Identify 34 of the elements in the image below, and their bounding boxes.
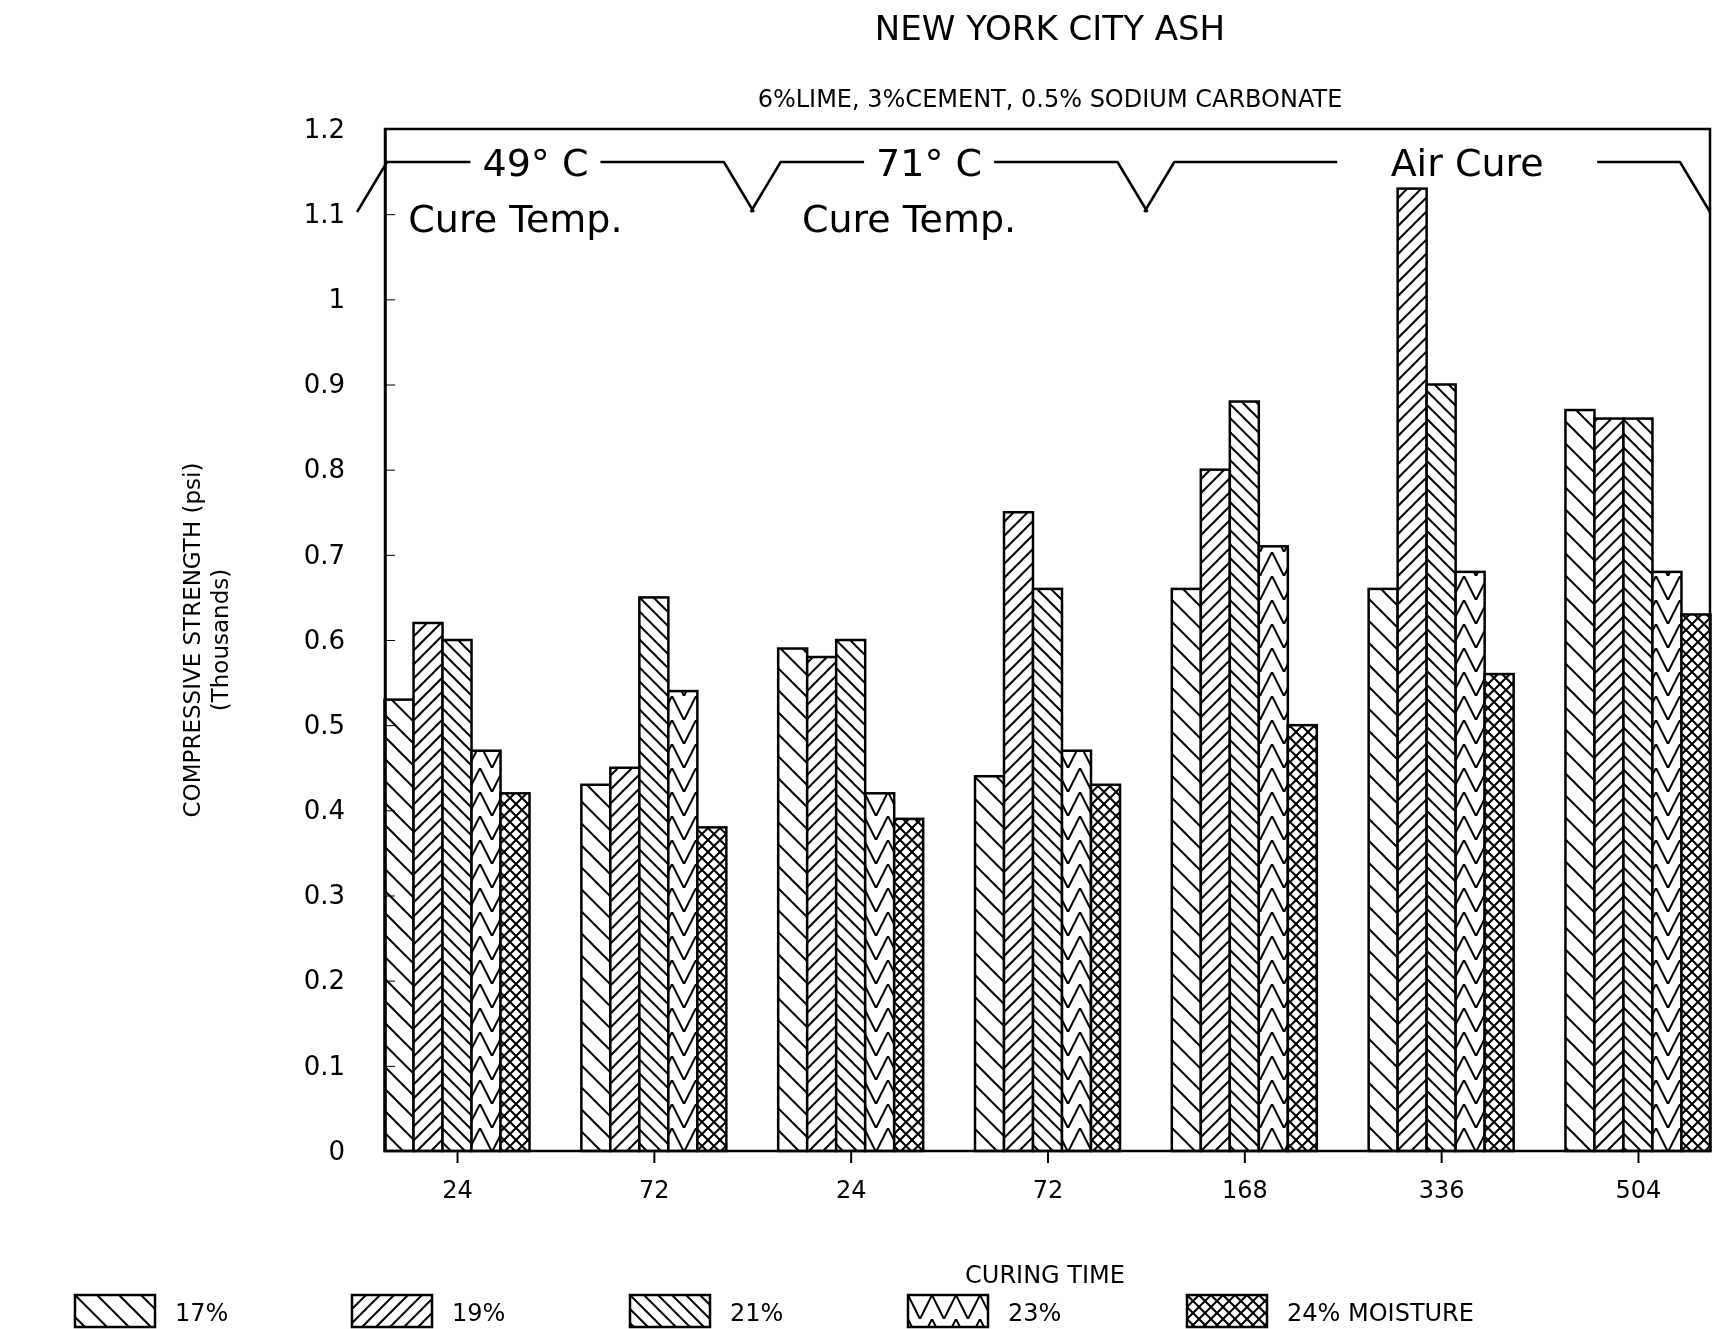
y-tick-label: 0.4 (303, 795, 345, 826)
y-tick-label: 0.5 (303, 709, 345, 740)
chart-title: NEW YORK CITY ASH (874, 8, 1226, 48)
legend-label: 17% (175, 1299, 229, 1327)
y-tick-label: 1.1 (303, 198, 345, 229)
annotation: 71° C (876, 141, 983, 185)
y-tick-label: 0.9 (303, 369, 345, 400)
y-tick-label: 0.1 (303, 1050, 345, 1081)
annotation: Air Cure (1390, 141, 1544, 185)
x-tick-label: 72 (1032, 1176, 1064, 1205)
x-tick-label: 336 (1418, 1176, 1465, 1205)
x-tick-label: 24 (835, 1176, 867, 1205)
y-tick-label: 0.3 (303, 880, 345, 911)
chart-subtitle: 6%LIME, 3%CEMENT, 0.5% SODIUM CARBONATE (757, 85, 1343, 113)
x-tick-label: 24 (442, 1176, 473, 1205)
legend-label: 23% (1008, 1299, 1062, 1327)
y-tick-label: 0.6 (303, 624, 345, 655)
legend-label: 19% (452, 1299, 506, 1327)
x-axis-title: CURING TIME (965, 1261, 1125, 1289)
y-tick-label: 0.7 (303, 539, 345, 570)
x-tick-label: 72 (639, 1176, 670, 1205)
y-tick-label: 0 (328, 1135, 345, 1166)
annotation: 49° C (482, 141, 589, 185)
y-axis-title: COMPRESSIVE STRENGTH (psi) (Thousands) (179, 462, 233, 818)
annotation: Cure Temp. (408, 197, 623, 241)
legend-label: 24% MOISTURE (1287, 1299, 1474, 1327)
y-tick-label: 0.8 (303, 454, 345, 485)
y-tick-label: 1.2 (303, 113, 345, 144)
annotation: Cure Temp. (801, 197, 1017, 241)
y-tick-label: 1 (328, 284, 345, 315)
x-tick-label: 504 (1615, 1176, 1662, 1205)
x-tick-label: 168 (1221, 1176, 1268, 1205)
y-tick-label: 0.2 (303, 965, 345, 996)
legend-label: 21% (730, 1299, 784, 1327)
